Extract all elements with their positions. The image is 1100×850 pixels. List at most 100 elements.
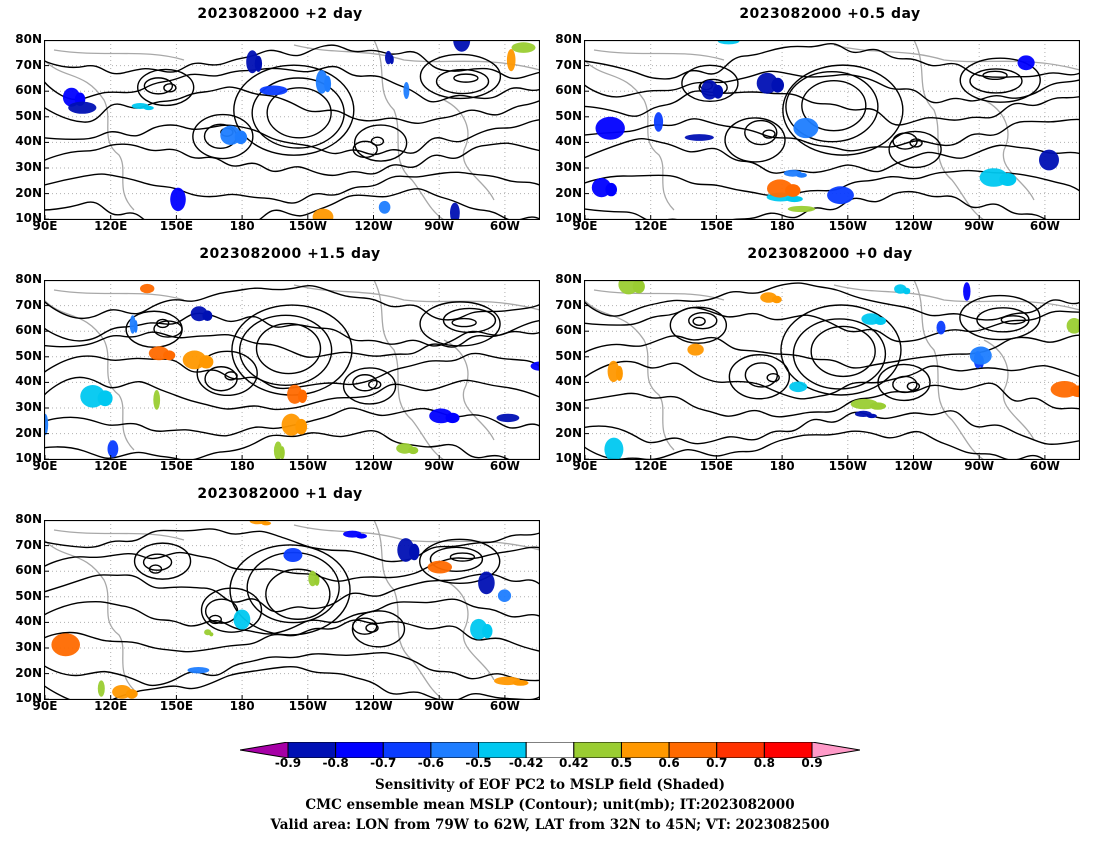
- colorbar-labels: -0.9 -0.8 -0.7 -0.6 -0.5 -0.42 0.42 0.5 0.6 0.7 0.…: [240, 756, 860, 772]
- lon-tick-label: 180: [769, 459, 795, 473]
- lon-tick-label: 90E: [32, 459, 58, 473]
- lat-tick-label: 40N: [555, 374, 582, 389]
- colorbar-tick-label: -0.7: [370, 756, 397, 770]
- lat-tick-label: 70N: [15, 297, 42, 312]
- lon-tick-label: 90E: [572, 459, 598, 473]
- colorbar-tick-label: 0.7: [706, 756, 728, 770]
- lon-tick-label: 90E: [32, 219, 58, 233]
- map-plot-plus-0-5-day: [584, 40, 1080, 220]
- lon-tick-label: 90E: [572, 219, 598, 233]
- colorbar: [240, 742, 860, 758]
- lon-tick-label: 120W: [354, 219, 393, 233]
- sensitivity-shading: [591, 40, 1059, 213]
- lon-tick-label: 60W: [489, 699, 520, 713]
- lat-tick-label: 30N: [555, 400, 582, 414]
- plot-frame: [584, 40, 1080, 220]
- mslp-contours: [584, 282, 1080, 460]
- lon-tick-label: 150E: [159, 699, 194, 713]
- panel-title: 2023082000 +1.5 day: [199, 246, 381, 262]
- caption-line-2: CMC ensemble mean MSLP (Contour); unit(m…: [305, 797, 795, 813]
- colorbar-tick-label: -0.5: [465, 756, 492, 770]
- lat-tick-label: 10N: [555, 451, 582, 466]
- coastlines: [44, 520, 540, 700]
- lat-tick-label: 80N: [555, 272, 582, 286]
- colorbar-tick-label: -0.9: [274, 756, 302, 770]
- panel-plus-1-day: 2023082000 +1 day: [0, 480, 540, 710]
- lat-tick-label: 10N: [555, 211, 582, 226]
- panel-plus-1-5-day: 2023082000 +1.5 day: [0, 240, 540, 470]
- lon-tick-label: 120E: [94, 219, 128, 233]
- lon-tick-label: 180: [229, 219, 255, 233]
- colorbar-max-arrow: [811, 742, 860, 758]
- lat-tick-label: 30N: [555, 160, 582, 174]
- lat-tick-label: 60N: [15, 563, 42, 578]
- lon-tick-label: 150W: [288, 219, 327, 233]
- lat-tick-label: 10N: [15, 451, 42, 466]
- lat-tick-label: 60N: [15, 83, 42, 98]
- lon-tick-label: 60W: [1029, 219, 1060, 233]
- lon-tick-label: 120E: [94, 459, 128, 473]
- lat-tick-label: 80N: [15, 32, 42, 46]
- caption-line-3: Valid area: LON from 79W to 62W, LAT fro…: [270, 817, 830, 833]
- lat-tick-label: 40N: [555, 134, 582, 149]
- caption-line-1: Sensitivity of EOF PC2 to MSLP field (Sh…: [374, 777, 726, 793]
- colorbar-tick-label: -0.6: [417, 756, 445, 770]
- lat-tick-label: 40N: [15, 134, 42, 149]
- lat-tick-label: 50N: [555, 108, 582, 123]
- lon-tick-label: 180: [769, 219, 795, 233]
- lat-tick-label: 50N: [555, 348, 582, 363]
- lon-tick-label: 120E: [634, 219, 668, 233]
- coastlines: [44, 40, 540, 220]
- colorbar-tick-label: -0.42: [508, 756, 544, 770]
- colorbar-tick-label: 0.42: [559, 756, 589, 770]
- map-plot-plus-2-day: [44, 40, 540, 220]
- sensitivity-shading: [44, 283, 540, 460]
- lon-tick-label: 150W: [828, 459, 867, 473]
- map-plot-plus-0-day: [584, 280, 1080, 460]
- lon-tick-label: 90W: [964, 219, 995, 233]
- lat-tick-label: 80N: [555, 32, 582, 46]
- lon-tick-label: 120W: [354, 459, 393, 473]
- panel-plus-2-day: 2023082000 +2 day: [0, 0, 540, 230]
- lon-tick-label: 180: [229, 459, 255, 473]
- lat-tick-label: 50N: [15, 348, 42, 363]
- lon-tick-label: 150E: [159, 459, 194, 473]
- mslp-contours: [44, 44, 540, 220]
- lon-tick-label: 120E: [634, 459, 668, 473]
- lon-tick-label: 120W: [894, 459, 933, 473]
- lat-tick-label: 30N: [15, 160, 42, 174]
- lon-tick-label: 120E: [94, 699, 128, 713]
- panel-title: 2023082000 +0.5 day: [739, 6, 921, 22]
- lat-tick-label: 60N: [15, 323, 42, 338]
- lat-tick-label: 10N: [15, 211, 42, 226]
- panel-plus-0-day: 2023082000 +0 day: [540, 240, 1080, 470]
- lat-tick-label: 70N: [15, 57, 42, 72]
- colorbar-tick-label: 0.9: [801, 756, 823, 770]
- sensitivity-shading: [51, 520, 529, 699]
- panel-title: 2023082000 +0 day: [747, 246, 913, 262]
- lon-tick-label: 90E: [32, 699, 58, 713]
- lat-tick-label: 10N: [15, 691, 42, 706]
- lat-tick-label: 80N: [15, 512, 42, 526]
- lon-tick-label: 150E: [699, 219, 734, 233]
- lat-tick-label: 80N: [15, 272, 42, 286]
- lat-tick-label: 20N: [555, 425, 582, 440]
- lat-tick-label: 30N: [15, 400, 42, 414]
- colorbar-tick-label: 0.8: [753, 756, 775, 770]
- lon-tick-label: 150W: [288, 699, 327, 713]
- sensitivity-shading: [62, 40, 536, 220]
- plot-frame: [44, 280, 540, 460]
- lon-tick-label: 120W: [894, 219, 933, 233]
- plot-frame: [584, 280, 1080, 460]
- panel-plus-0-5-day: 2023082000 +0.5 day: [540, 0, 1080, 230]
- lon-tick-label: 180: [229, 699, 255, 713]
- lat-tick-label: 50N: [15, 588, 42, 603]
- lon-tick-label: 60W: [489, 219, 520, 233]
- lon-tick-label: 90W: [964, 459, 995, 473]
- plot-frame: [44, 520, 540, 700]
- lat-tick-label: 20N: [15, 425, 42, 440]
- lon-tick-label: 90W: [424, 459, 455, 473]
- lon-tick-label: 90W: [424, 699, 455, 713]
- lon-tick-label: 150W: [828, 219, 867, 233]
- lon-tick-label: 150W: [288, 459, 327, 473]
